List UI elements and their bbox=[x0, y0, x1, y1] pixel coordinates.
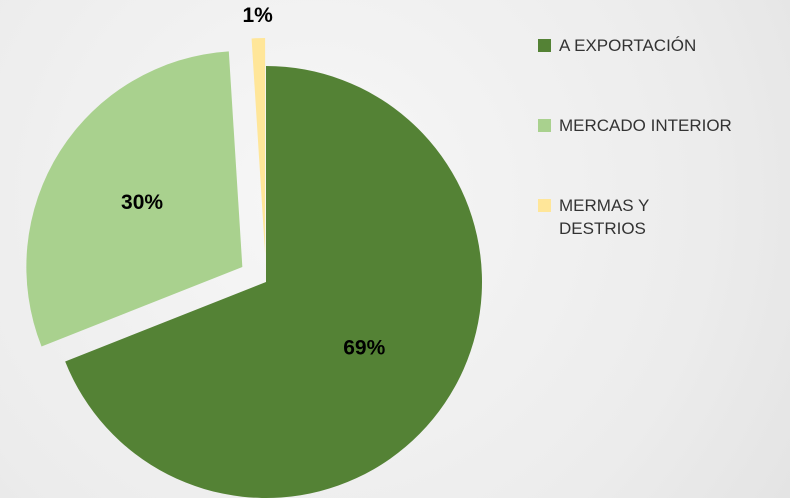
legend-item: MERCADO INTERIOR bbox=[538, 114, 732, 194]
legend-label: MERMAS Y DESTRIOS bbox=[559, 196, 650, 238]
legend-item: MERMAS Y DESTRIOS bbox=[538, 194, 732, 274]
pie-slice bbox=[26, 51, 243, 347]
pie-slice bbox=[65, 66, 482, 498]
pie-slice bbox=[251, 38, 266, 255]
data-label: 69% bbox=[343, 336, 385, 359]
data-label: 1% bbox=[242, 4, 273, 27]
legend-label: A EXPORTACIÓN bbox=[559, 36, 697, 55]
legend: A EXPORTACIÓN MERCADO INTERIOR MERMAS Y DE… bbox=[538, 34, 732, 274]
legend-swatch bbox=[538, 199, 551, 212]
legend-swatch bbox=[538, 39, 551, 52]
legend-item: A EXPORTACIÓN bbox=[538, 34, 732, 114]
legend-swatch bbox=[538, 119, 551, 132]
data-label: 30% bbox=[121, 191, 163, 214]
legend-label: MERCADO INTERIOR bbox=[559, 116, 732, 135]
